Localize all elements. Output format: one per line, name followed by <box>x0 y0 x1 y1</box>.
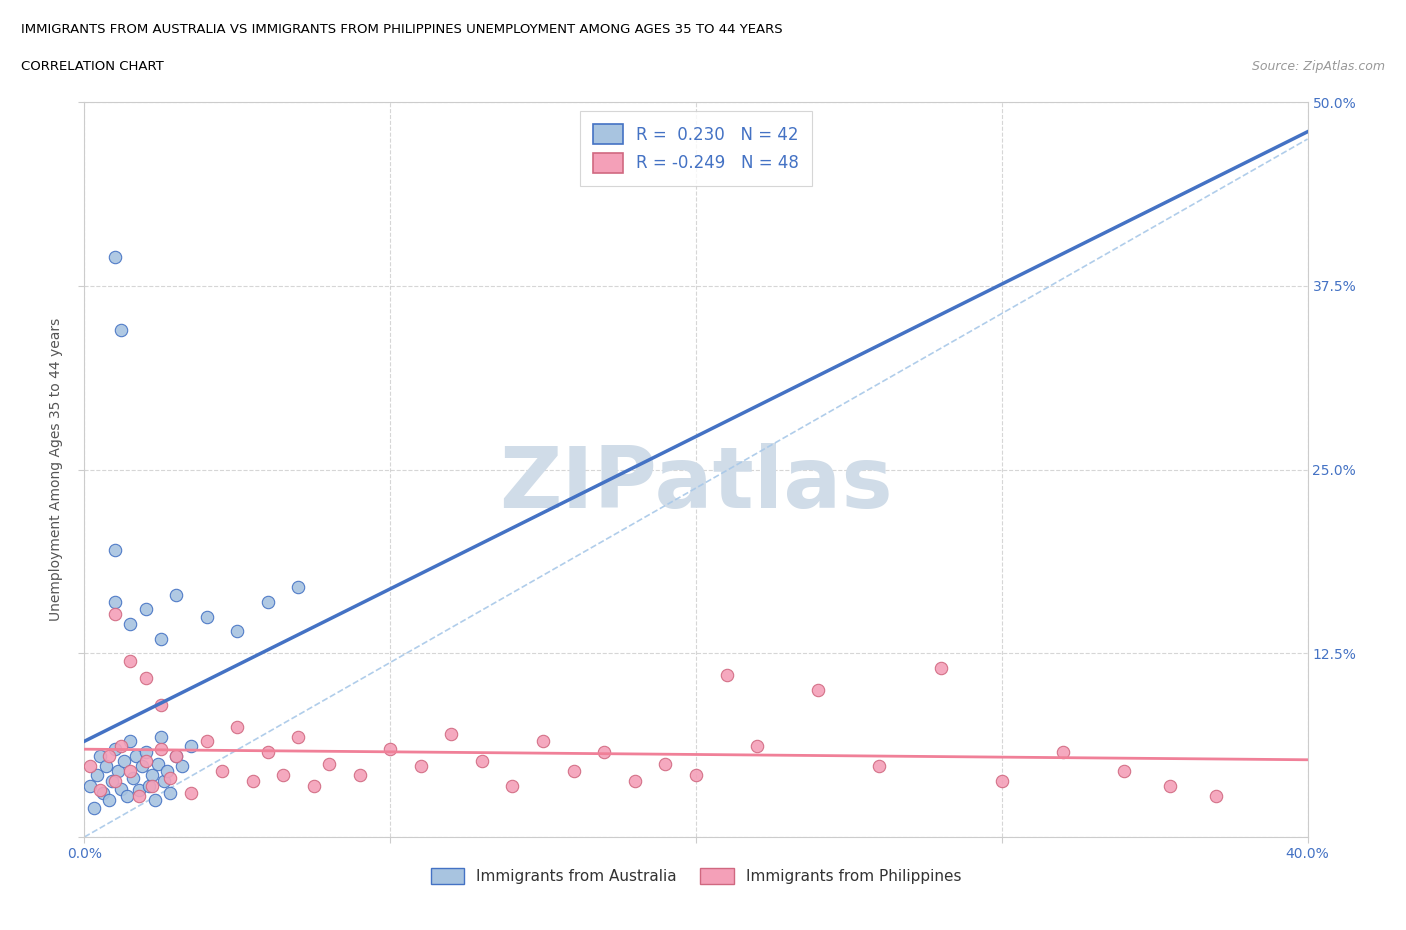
Point <box>149 698 172 712</box>
Point <box>110 781 132 796</box>
Point <box>104 249 127 264</box>
Point <box>156 764 179 778</box>
Point <box>141 778 163 793</box>
Point <box>165 587 187 602</box>
Point <box>128 789 150 804</box>
Point <box>409 759 432 774</box>
Point <box>271 768 294 783</box>
Point <box>747 738 769 753</box>
Point <box>242 774 264 789</box>
Point <box>149 741 172 756</box>
Point <box>79 759 101 774</box>
Point <box>89 749 111 764</box>
Point <box>257 744 280 759</box>
Point <box>287 579 309 594</box>
Point <box>120 764 142 778</box>
Point <box>226 624 249 639</box>
Point <box>211 764 233 778</box>
Point <box>991 774 1014 789</box>
Point <box>159 771 181 786</box>
Text: ZIPatlas: ZIPatlas <box>499 443 893 525</box>
Point <box>125 749 148 764</box>
Point <box>180 786 202 801</box>
Text: CORRELATION CHART: CORRELATION CHART <box>21 60 165 73</box>
Point <box>440 726 463 741</box>
Point <box>380 741 402 756</box>
Point <box>195 609 218 624</box>
Point <box>471 753 494 768</box>
Point <box>112 753 135 768</box>
Point <box>146 756 169 771</box>
Point <box>318 756 340 771</box>
Text: Source: ZipAtlas.com: Source: ZipAtlas.com <box>1251 60 1385 73</box>
Point <box>149 631 172 646</box>
Point <box>104 606 127 621</box>
Point <box>89 782 111 797</box>
Point <box>654 756 676 771</box>
Point <box>104 774 127 789</box>
Point <box>195 734 218 749</box>
Point <box>624 774 647 789</box>
Point <box>91 786 114 801</box>
Point <box>287 730 309 745</box>
Point <box>257 594 280 609</box>
Point <box>79 778 101 793</box>
Point <box>86 768 108 783</box>
Point <box>115 789 138 804</box>
Point <box>135 602 157 617</box>
Point <box>165 749 187 764</box>
Point <box>83 800 105 815</box>
Point <box>110 323 132 338</box>
Point <box>1205 789 1227 804</box>
Point <box>122 771 145 786</box>
Text: IMMIGRANTS FROM AUSTRALIA VS IMMIGRANTS FROM PHILIPPINES UNEMPLOYMENT AMONG AGES: IMMIGRANTS FROM AUSTRALIA VS IMMIGRANTS … <box>21 23 783 36</box>
Point <box>180 738 202 753</box>
Point <box>302 778 325 793</box>
Point <box>135 671 157 685</box>
Point <box>929 660 952 675</box>
Point <box>1052 744 1074 759</box>
Point <box>104 741 127 756</box>
Point <box>97 749 120 764</box>
Point <box>138 778 160 793</box>
Point <box>807 683 830 698</box>
Point <box>107 764 129 778</box>
Legend: Immigrants from Australia, Immigrants from Philippines: Immigrants from Australia, Immigrants fr… <box>423 860 969 892</box>
Point <box>135 753 157 768</box>
Point <box>1114 764 1136 778</box>
Point <box>143 792 166 807</box>
Point <box>531 734 554 749</box>
Point <box>593 744 616 759</box>
Point <box>97 792 120 807</box>
Point <box>101 774 124 789</box>
Point <box>562 764 585 778</box>
Point <box>104 543 127 558</box>
Point <box>172 759 194 774</box>
Point <box>869 759 891 774</box>
Point <box>120 653 142 668</box>
Point <box>94 759 117 774</box>
Point <box>141 768 163 783</box>
Point <box>349 768 371 783</box>
Point <box>226 720 249 735</box>
Point <box>716 668 738 683</box>
Point <box>165 749 187 764</box>
Point <box>685 768 707 783</box>
Point <box>104 594 127 609</box>
Point <box>135 744 157 759</box>
Point <box>1159 778 1181 793</box>
Point <box>120 734 142 749</box>
Point <box>159 786 181 801</box>
Point <box>120 617 142 631</box>
Y-axis label: Unemployment Among Ages 35 to 44 years: Unemployment Among Ages 35 to 44 years <box>49 318 63 621</box>
Point <box>149 730 172 745</box>
Point <box>131 759 153 774</box>
Point <box>502 778 524 793</box>
Point <box>153 774 176 789</box>
Point <box>128 782 150 797</box>
Point <box>110 738 132 753</box>
